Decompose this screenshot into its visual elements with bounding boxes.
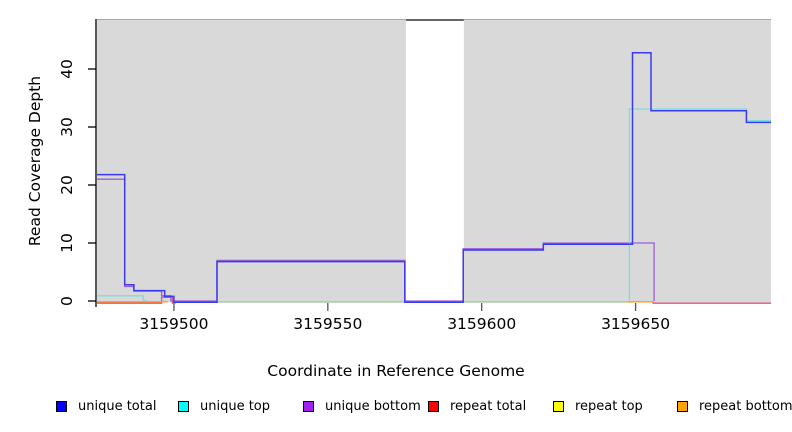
legend-item-unique-total: unique total — [56, 399, 156, 414]
legend-swatch-icon — [553, 401, 564, 412]
y-tick-label: 10 — [58, 233, 76, 253]
legend: unique total unique top unique bottom repea… — [0, 399, 792, 423]
series-line-unique-total — [97, 52, 771, 303]
legend-label: repeat top — [575, 399, 643, 414]
legend-swatch-icon — [303, 401, 314, 412]
y-axis-title: Read Coverage Depth — [26, 75, 44, 247]
legend-swatch-icon — [428, 401, 439, 412]
x-tick-label: 3159550 — [293, 315, 362, 333]
legend-item-repeat-bottom: repeat bottom — [677, 399, 792, 414]
legend-label: repeat bottom — [699, 399, 792, 414]
legend-label: unique bottom — [325, 399, 421, 414]
legend-label: repeat total — [450, 399, 527, 414]
series-line-unique-top — [97, 295, 147, 302]
coverage-plot: 0 10 20 30 40 3159500 3159550 3159600 3159650 — [58, 19, 771, 333]
legend-swatch-icon — [56, 401, 67, 412]
y-tick-label: 20 — [58, 175, 76, 195]
y-tick-label: 0 — [58, 296, 76, 306]
series-line-unique-top — [628, 108, 771, 301]
y-tick-label: 40 — [58, 59, 76, 79]
background-panel — [463, 19, 771, 303]
x-tick-label: 3159600 — [447, 315, 516, 333]
legend-label: unique total — [78, 399, 157, 414]
legend-label: unique top — [200, 399, 271, 414]
legend-item-unique-bottom: unique bottom — [303, 399, 421, 414]
x-tick-label: 3159500 — [139, 315, 208, 333]
background-panel — [97, 19, 406, 303]
legend-swatch-icon — [677, 401, 688, 412]
y-tick-label: 30 — [58, 117, 76, 137]
legend-item-repeat-total: repeat total — [428, 399, 526, 414]
x-axis-title: Coordinate in Reference Genome — [267, 362, 525, 380]
legend-swatch-icon — [178, 401, 189, 412]
x-tick-label: 3159650 — [601, 315, 670, 333]
series-line-repeat-total — [97, 296, 176, 304]
legend-item-unique-top: unique top — [178, 399, 270, 414]
legend-item-repeat-top: repeat top — [553, 399, 643, 414]
